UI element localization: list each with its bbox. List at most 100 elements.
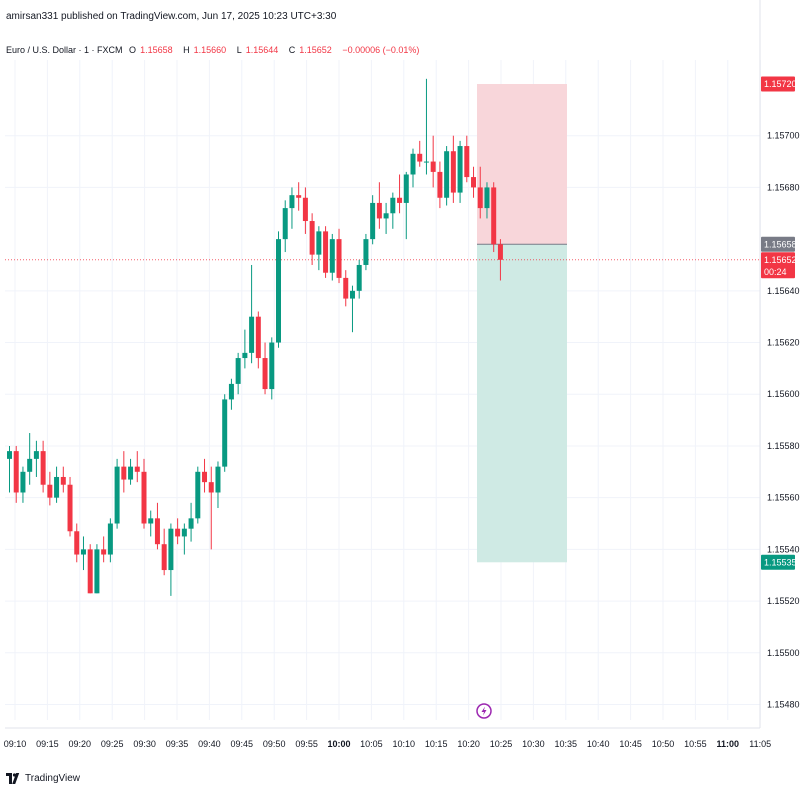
candle-body bbox=[309, 221, 315, 255]
candle-body bbox=[497, 244, 503, 260]
x-tick-label: 09:55 bbox=[295, 739, 318, 749]
x-tick-label: 09:10 bbox=[4, 739, 27, 749]
x-tick-label: 09:40 bbox=[198, 739, 221, 749]
candle-body bbox=[202, 471, 208, 483]
chart-grid bbox=[5, 60, 761, 720]
candle-body bbox=[410, 153, 416, 175]
y-tick-label: 1.15640 bbox=[767, 286, 800, 296]
lightning-icon-bolt bbox=[481, 706, 487, 716]
change-value: −0.00006 (−0.01%) bbox=[342, 45, 420, 55]
candle-body bbox=[101, 549, 107, 555]
target-price-label-bg bbox=[761, 554, 795, 570]
candle-body bbox=[282, 208, 288, 240]
candle-body bbox=[302, 197, 308, 222]
candle-body bbox=[477, 187, 483, 209]
legend-high: H 1.15660 bbox=[183, 45, 230, 55]
legend-close: C 1.15652 bbox=[289, 45, 336, 55]
x-tick-label: 10:05 bbox=[360, 739, 383, 749]
candle-body bbox=[107, 523, 113, 555]
x-tick-label: 10:35 bbox=[555, 739, 578, 749]
candle-body bbox=[27, 458, 33, 472]
candle-body bbox=[80, 549, 86, 555]
candle-body bbox=[33, 451, 39, 459]
y-tick-label: 1.15700 bbox=[767, 131, 800, 141]
y-tick-label: 1.15600 bbox=[767, 389, 800, 399]
y-tick-label: 1.15480 bbox=[767, 699, 800, 709]
open-label: O bbox=[129, 45, 137, 55]
x-tick-label: 09:25 bbox=[101, 739, 124, 749]
candle-body bbox=[343, 277, 349, 299]
candle-body bbox=[457, 146, 463, 193]
candle-body bbox=[484, 187, 490, 209]
candle-body bbox=[289, 195, 295, 209]
lightning-icon-ring bbox=[476, 703, 492, 719]
symbol-name[interactable]: Euro / U.S. Dollar · 1 · FXCM bbox=[6, 45, 123, 55]
x-tick-label: 10:30 bbox=[522, 739, 545, 749]
candle-body bbox=[444, 151, 450, 198]
current-price-label-text: 00:24 bbox=[764, 267, 787, 277]
candle-body bbox=[276, 239, 281, 343]
candle-body bbox=[397, 197, 403, 203]
x-tick-label: 09:35 bbox=[166, 739, 189, 749]
candle-body bbox=[134, 466, 140, 472]
high-value: 1.15660 bbox=[193, 45, 227, 55]
candle-body bbox=[13, 451, 19, 493]
target-price-label: 1.15535 bbox=[761, 554, 797, 570]
y-tick-label: 1.15520 bbox=[767, 596, 800, 606]
x-tick-label: 10:25 bbox=[490, 739, 513, 749]
candle-body bbox=[74, 531, 80, 555]
candle-series bbox=[7, 78, 503, 596]
x-tick-label: 09:20 bbox=[69, 739, 92, 749]
candle-body bbox=[128, 466, 134, 480]
candle-body bbox=[336, 239, 342, 278]
high-label: H bbox=[183, 45, 190, 55]
candle-body bbox=[249, 316, 255, 353]
close-value: 1.15652 bbox=[299, 45, 332, 55]
candle-body bbox=[376, 202, 382, 219]
current-price-label: 1.15652 00:24 bbox=[761, 252, 797, 279]
x-tick-label: 09:50 bbox=[263, 739, 286, 749]
publish-info: amirsan331 published on TradingView.com,… bbox=[6, 11, 337, 22]
chart-extras bbox=[476, 703, 492, 719]
candle-body bbox=[60, 476, 66, 485]
stop-price-label-text: 1.15720 bbox=[764, 79, 797, 89]
candle-body bbox=[148, 518, 154, 524]
x-tick-label: 11:00 bbox=[717, 739, 740, 749]
candle-body bbox=[437, 171, 443, 198]
price-labels: 1.15720 1.15658 1.15652 00:24 1.15535 bbox=[761, 76, 797, 570]
candle-body bbox=[316, 231, 322, 255]
y-tick-label: 1.15580 bbox=[767, 441, 800, 451]
stop-loss-zone bbox=[477, 84, 567, 245]
candle-body bbox=[7, 451, 12, 459]
x-tick-label: 10:10 bbox=[393, 739, 416, 749]
candle-body bbox=[228, 383, 234, 400]
x-tick-label: 09:30 bbox=[133, 739, 156, 749]
entry-price-label: 1.15658 bbox=[761, 236, 797, 252]
open-value: 1.15658 bbox=[140, 45, 173, 55]
candle-body bbox=[40, 451, 46, 485]
x-tick-label: 10:40 bbox=[587, 739, 610, 749]
candle-body bbox=[356, 264, 362, 291]
candle-body bbox=[423, 161, 429, 163]
current-price-label-bg bbox=[761, 252, 795, 279]
target-price-label-text: 1.15535 bbox=[764, 557, 797, 567]
candle-body bbox=[349, 290, 355, 299]
tradingview-footer[interactable]: TradingView bbox=[6, 773, 80, 784]
x-tick-label: 10:20 bbox=[457, 739, 480, 749]
candle-body bbox=[417, 153, 423, 162]
y-tick-label: 1.15560 bbox=[767, 493, 800, 503]
candle-body bbox=[390, 197, 396, 214]
candle-body bbox=[450, 151, 456, 193]
x-tick-label: 10:00 bbox=[327, 739, 350, 749]
stop-price-label-bg bbox=[761, 76, 795, 92]
candle-body bbox=[323, 231, 329, 273]
x-tick-label: 10:55 bbox=[684, 739, 707, 749]
y-tick-label: 1.15500 bbox=[767, 648, 800, 658]
legend-open: O 1.15658 bbox=[129, 45, 177, 55]
candle-body bbox=[235, 358, 241, 384]
stop-price-label: 1.15720 bbox=[761, 76, 797, 92]
candle-body bbox=[94, 549, 100, 594]
candle-body bbox=[370, 202, 376, 240]
x-tick-label: 09:45 bbox=[231, 739, 254, 749]
